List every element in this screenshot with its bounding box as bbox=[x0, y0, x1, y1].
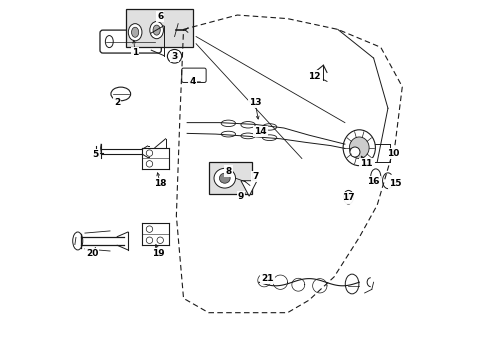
Circle shape bbox=[146, 150, 152, 156]
Text: 4: 4 bbox=[189, 77, 195, 86]
Text: 14: 14 bbox=[254, 127, 266, 136]
Polygon shape bbox=[241, 181, 257, 196]
FancyBboxPatch shape bbox=[100, 30, 161, 53]
Ellipse shape bbox=[370, 169, 380, 184]
Ellipse shape bbox=[214, 168, 235, 188]
Text: 3: 3 bbox=[171, 52, 177, 61]
Text: 9: 9 bbox=[237, 192, 244, 201]
Ellipse shape bbox=[128, 24, 142, 41]
Circle shape bbox=[157, 237, 163, 243]
Ellipse shape bbox=[219, 173, 230, 183]
Circle shape bbox=[146, 237, 152, 243]
Ellipse shape bbox=[170, 53, 178, 60]
Ellipse shape bbox=[131, 27, 139, 37]
Text: 15: 15 bbox=[388, 179, 401, 188]
Ellipse shape bbox=[262, 124, 276, 130]
Text: 12: 12 bbox=[307, 72, 320, 81]
Ellipse shape bbox=[221, 120, 235, 127]
Ellipse shape bbox=[73, 232, 82, 250]
Ellipse shape bbox=[111, 87, 130, 101]
Circle shape bbox=[146, 226, 152, 232]
Ellipse shape bbox=[343, 130, 375, 166]
Text: 21: 21 bbox=[261, 274, 273, 283]
Text: 16: 16 bbox=[366, 177, 379, 186]
Bar bbox=[208, 162, 251, 194]
Text: 7: 7 bbox=[251, 172, 258, 181]
Text: 10: 10 bbox=[386, 149, 399, 158]
Ellipse shape bbox=[349, 147, 359, 157]
Ellipse shape bbox=[343, 190, 353, 204]
Text: 13: 13 bbox=[248, 98, 261, 107]
Text: 17: 17 bbox=[342, 193, 354, 202]
Text: 2: 2 bbox=[114, 98, 120, 107]
Ellipse shape bbox=[349, 137, 368, 158]
FancyBboxPatch shape bbox=[182, 68, 206, 82]
Ellipse shape bbox=[149, 22, 163, 39]
Text: 1: 1 bbox=[132, 48, 138, 57]
Circle shape bbox=[146, 161, 152, 167]
Ellipse shape bbox=[241, 122, 255, 128]
Text: 19: 19 bbox=[152, 249, 164, 258]
Text: 8: 8 bbox=[225, 167, 231, 176]
Ellipse shape bbox=[105, 36, 113, 48]
Ellipse shape bbox=[153, 25, 160, 35]
Text: 5: 5 bbox=[92, 150, 99, 159]
Text: 18: 18 bbox=[154, 179, 166, 188]
Ellipse shape bbox=[167, 49, 182, 63]
Ellipse shape bbox=[262, 135, 276, 140]
Ellipse shape bbox=[241, 133, 255, 139]
Ellipse shape bbox=[345, 274, 358, 294]
Text: 6: 6 bbox=[157, 12, 163, 21]
Text: 11: 11 bbox=[360, 159, 372, 168]
Ellipse shape bbox=[221, 131, 235, 137]
Text: 20: 20 bbox=[86, 249, 98, 258]
Bar bbox=[126, 9, 192, 47]
